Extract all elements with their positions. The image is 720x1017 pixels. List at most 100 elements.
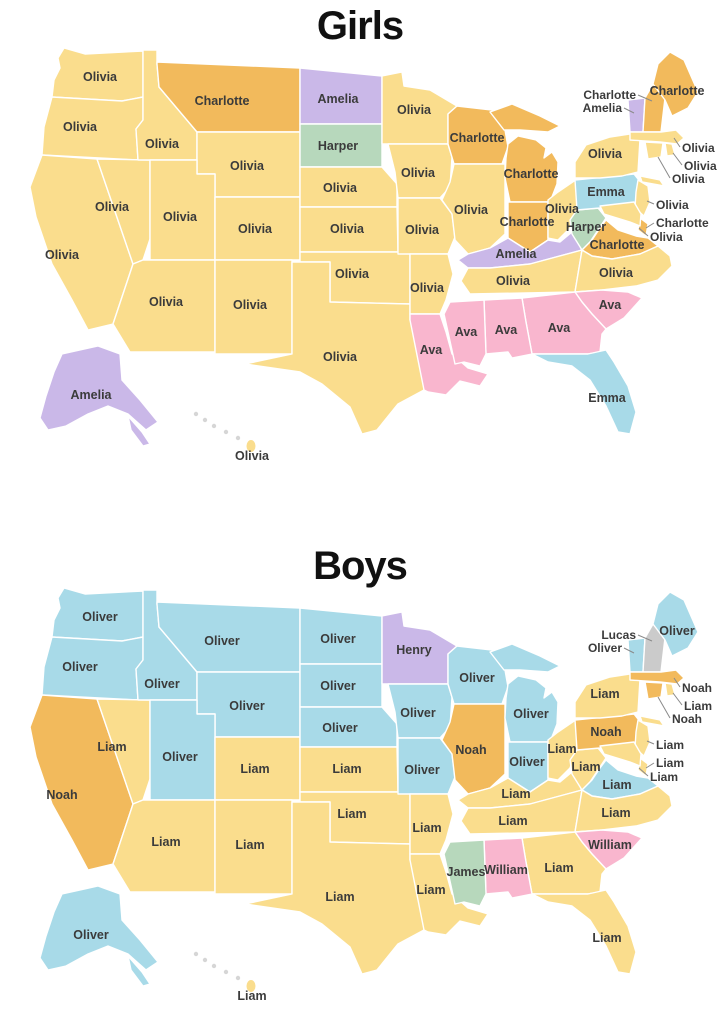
boys-state-label-ks: Liam bbox=[332, 762, 361, 776]
girls-hawaii-small-island bbox=[193, 411, 199, 417]
boys-state-label-co: Liam bbox=[240, 762, 269, 776]
boys-callout-line-de bbox=[645, 762, 655, 769]
boys-state-tx bbox=[244, 801, 425, 975]
girls-state-label-mn: Olivia bbox=[397, 103, 432, 117]
girls-state-me bbox=[652, 51, 699, 117]
boys-labels-layer: Oliver Oliver Noah Liam Oliver Oliver Oliver Ol… bbox=[46, 610, 712, 1003]
girls-state-ak bbox=[39, 345, 159, 447]
boys-state-label-or: Oliver bbox=[62, 660, 98, 674]
boys-state-label-il: Noah bbox=[455, 743, 486, 757]
girls-state-label-in: Charlotte bbox=[500, 215, 555, 229]
boys-state-label-me: Oliver bbox=[659, 624, 695, 638]
girls-state-label-wa: Olivia bbox=[83, 70, 118, 84]
boys-state-label-fl: Liam bbox=[592, 931, 621, 945]
boys-state-label-ky: Liam bbox=[501, 787, 530, 801]
girls-usa-map: OliviaOliviaOliviaOliviaOliviaCharlotteO… bbox=[29, 47, 717, 463]
girls-state-label-ar: Olivia bbox=[410, 281, 445, 295]
girls-state-label-ia: Olivia bbox=[401, 166, 436, 180]
boys-state-label-ga: Liam bbox=[544, 861, 573, 875]
girls-state-label-id: Olivia bbox=[145, 137, 180, 151]
girls-state-ne bbox=[299, 166, 398, 208]
boys-state-il bbox=[441, 703, 506, 795]
boys-state-label-ca: Noah bbox=[46, 788, 77, 802]
boys-state-label-sd: Oliver bbox=[320, 679, 356, 693]
boys-state-label-ok: Liam bbox=[337, 807, 366, 821]
boys-callout-label-de: Liam bbox=[656, 756, 684, 770]
girls-callout-line-vt bbox=[623, 107, 635, 114]
boys-state-label-pa: Noah bbox=[590, 725, 621, 739]
girls-state-nj bbox=[634, 179, 651, 217]
boys-hawaii-small-island bbox=[235, 975, 241, 981]
girls-callout-label-ct: Olivia bbox=[672, 172, 705, 186]
boys-state-label-wi: Oliver bbox=[459, 671, 495, 685]
boys-hawaii-small-island bbox=[211, 963, 217, 969]
boys-callout-label-md: Liam bbox=[650, 770, 678, 784]
girls-state-label-wi: Charlotte bbox=[450, 131, 505, 145]
girls-state-ct bbox=[644, 141, 664, 160]
girls-state-label-sd: Harper bbox=[318, 139, 358, 153]
boys-state-label-nc: Liam bbox=[601, 806, 630, 820]
girls-state-label-pa: Emma bbox=[587, 185, 626, 199]
girls-state-la bbox=[409, 313, 489, 396]
boys-state-ma bbox=[629, 669, 685, 685]
girls-callout-line-md bbox=[638, 227, 649, 237]
girls-state-label-wy: Olivia bbox=[230, 159, 265, 173]
girls-state-label-hi: Olivia bbox=[235, 449, 270, 463]
girls-state-label-ak: Amelia bbox=[71, 388, 113, 402]
girls-state-label-nc: Olivia bbox=[599, 266, 634, 280]
boys-state-label-mi: Oliver bbox=[513, 707, 549, 721]
boys-state-label-mn: Henry bbox=[396, 643, 431, 657]
girls-state-label-ms: Ava bbox=[455, 325, 479, 339]
boys-state-label-wa: Oliver bbox=[82, 610, 118, 624]
girls-state-label-ks: Olivia bbox=[330, 222, 365, 236]
girls-state-label-ga: Ava bbox=[548, 321, 572, 335]
girls-state-label-nd: Amelia bbox=[318, 92, 360, 106]
girls-state-hi bbox=[245, 439, 257, 453]
boys-map-title: Boys bbox=[313, 544, 408, 588]
girls-callout-line-de bbox=[645, 222, 655, 229]
girls-state-label-al: Ava bbox=[495, 323, 519, 337]
girls-state-ms bbox=[443, 299, 487, 367]
girls-callout-line-ri bbox=[672, 152, 683, 166]
girls-state-label-me: Charlotte bbox=[650, 84, 705, 98]
girls-callout-label-vt: Amelia bbox=[583, 101, 623, 115]
boys-callout-line-vt bbox=[623, 647, 635, 654]
boys-hawaii-small-island bbox=[193, 951, 199, 957]
boys-state-ak bbox=[39, 885, 159, 987]
girls-hawaii-small-island bbox=[202, 417, 208, 423]
boys-state-label-ak: Oliver bbox=[73, 928, 109, 942]
boys-state-label-ne: Oliver bbox=[322, 721, 358, 735]
girls-state-mi bbox=[489, 103, 561, 203]
girls-state-label-oh: Olivia bbox=[545, 202, 580, 216]
girls-hawaii-small-island bbox=[223, 429, 229, 435]
girls-callout-line-ma bbox=[673, 137, 681, 148]
girls-hawaii-small-island bbox=[235, 435, 241, 441]
girls-state-label-wv: Harper bbox=[566, 220, 606, 234]
boys-callout-label-nh: Lucas bbox=[601, 628, 636, 642]
girls-state-label-ut: Olivia bbox=[163, 210, 198, 224]
boys-state-label-tn: Liam bbox=[498, 814, 527, 828]
boys-hawaii-small-island bbox=[223, 969, 229, 975]
girls-labels-layer: OliviaOliviaOliviaOliviaOliviaCharlotteO… bbox=[45, 70, 717, 463]
boys-hawaii-small-island bbox=[202, 957, 208, 963]
boys-state-md bbox=[599, 741, 642, 767]
boys-callout-line-md bbox=[638, 767, 649, 777]
girls-callout-label-nj: Olivia bbox=[656, 198, 689, 212]
girls-state-ma bbox=[629, 129, 685, 145]
boys-state-nj bbox=[634, 719, 651, 757]
boys-callout-label-nj: Liam bbox=[656, 738, 684, 752]
girls-state-il bbox=[441, 163, 506, 255]
boys-state-label-ia: Oliver bbox=[400, 706, 436, 720]
boys-state-label-az: Liam bbox=[151, 835, 180, 849]
boys-state-ms bbox=[443, 839, 487, 907]
girls-state-label-mo: Olivia bbox=[405, 223, 440, 237]
girls-callout-label-ri: Olivia bbox=[684, 159, 717, 173]
boys-state-vt bbox=[627, 637, 646, 673]
girls-state-vt bbox=[627, 97, 646, 133]
girls-state-label-ky: Amelia bbox=[496, 247, 538, 261]
boys-state-mi bbox=[489, 643, 561, 743]
boys-state-label-id: Oliver bbox=[144, 677, 180, 691]
girls-states-layer bbox=[29, 47, 699, 453]
boys-state-label-ar: Liam bbox=[412, 821, 441, 835]
boys-state-label-oh: Liam bbox=[547, 742, 576, 756]
